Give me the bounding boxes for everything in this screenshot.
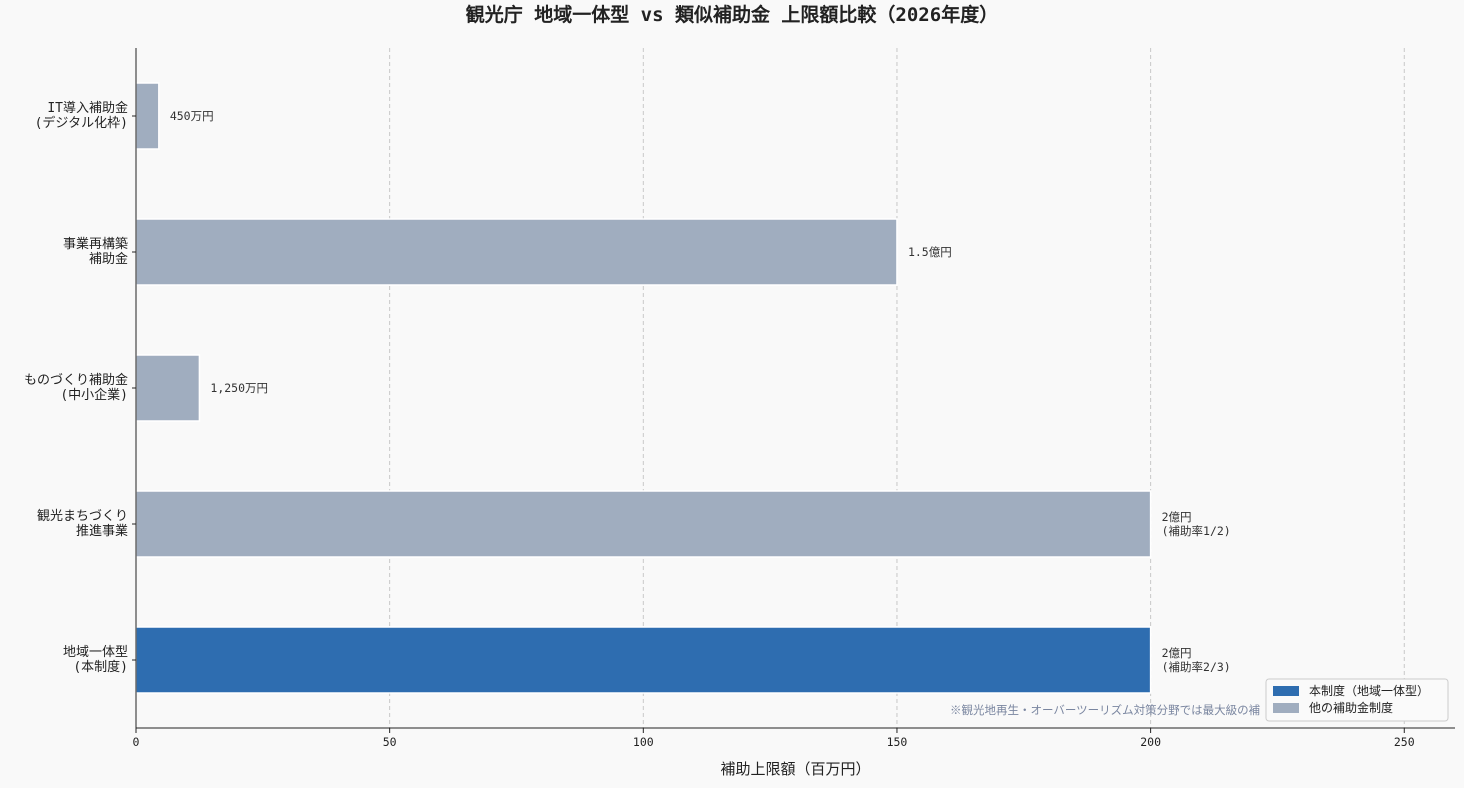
- value-label: 1,250万円: [210, 381, 269, 395]
- legend-box: [1265, 678, 1449, 722]
- x-axis-title: 補助上限額（百万円）: [720, 760, 871, 778]
- x-tick-label: 100: [633, 735, 654, 749]
- bar: [135, 354, 201, 422]
- value-label: 2億円 (補助率1/2): [1161, 510, 1231, 538]
- value-label: 450万円: [169, 109, 214, 123]
- legend-label: 他の補助金制度: [1309, 700, 1393, 715]
- note: ※観光地再生・オーバーツーリズム対策分野では最大級の補: [950, 703, 1261, 717]
- y-tick-label: 観光まちづくり 推進事業: [36, 509, 128, 539]
- x-tick-label: 200: [1140, 735, 1161, 749]
- bar: [135, 490, 1152, 558]
- legend-label: 本制度（地域一体型）: [1309, 683, 1429, 698]
- y-tick-label: 事業再構築 補助金: [62, 237, 128, 267]
- value-label: 1.5億円: [907, 245, 952, 259]
- x-tick-label: 0: [133, 735, 140, 749]
- bar: [135, 218, 898, 286]
- x-tick-label: 250: [1394, 735, 1415, 749]
- value-label: 2億円 (補助率2/3): [1161, 646, 1231, 674]
- chart-title: 観光庁 地域一体型 vs 類似補助金 上限額比較（2026年度）: [465, 4, 999, 26]
- bar: [135, 82, 160, 150]
- bar: [135, 626, 1152, 694]
- legend-swatch: [1273, 703, 1299, 713]
- legend-swatch: [1273, 686, 1299, 696]
- y-tick-label: ものづくり補助金 (中小企業): [23, 373, 128, 403]
- x-tick-label: 150: [887, 735, 908, 749]
- y-tick-label: IT導入補助金 (デジタル化枠): [34, 101, 128, 131]
- x-tick-label: 50: [383, 735, 397, 749]
- y-tick-label: 地域一体型 (本制度): [62, 645, 128, 675]
